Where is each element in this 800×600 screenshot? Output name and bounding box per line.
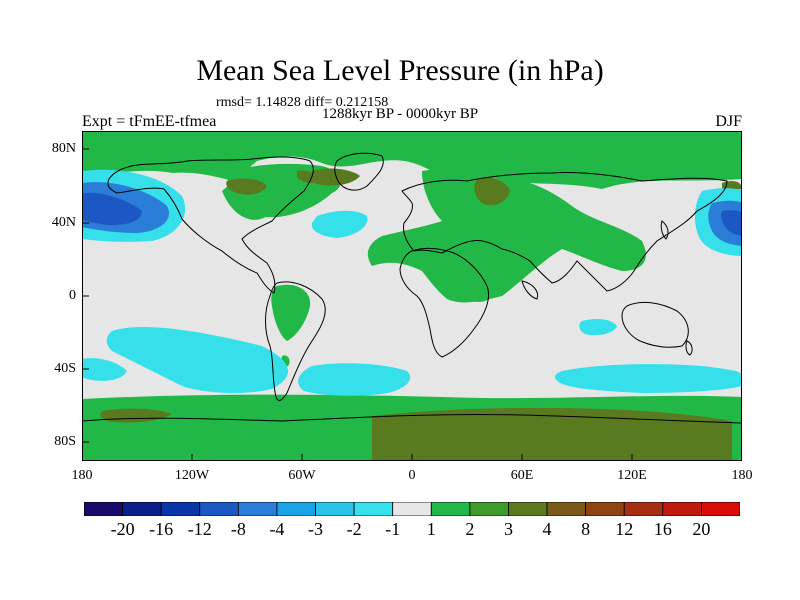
colorbar-swatch bbox=[546, 502, 587, 516]
lon-label: 180 bbox=[731, 468, 753, 483]
lat-label: 80S bbox=[54, 434, 76, 449]
colorbar-swatch bbox=[701, 502, 740, 516]
colorbar-label: 1 bbox=[426, 519, 436, 539]
colorbar-swatch bbox=[160, 502, 201, 516]
colorbar-label: 12 bbox=[615, 519, 634, 539]
colorbar-swatch bbox=[662, 502, 702, 516]
colorbar-swatch bbox=[430, 502, 471, 516]
colorbar-label: -1 bbox=[385, 519, 401, 539]
colorbar-label: 20 bbox=[692, 519, 711, 539]
colorbar-swatch bbox=[585, 502, 625, 516]
lat-label: 80N bbox=[51, 141, 76, 156]
map-title: Mean Sea Level Pressure (in hPa) bbox=[196, 54, 604, 87]
colorbar-swatch bbox=[353, 502, 394, 516]
negative-anomaly-regions bbox=[82, 169, 742, 396]
axis-ticks bbox=[82, 148, 742, 461]
lon-label: 0 bbox=[408, 468, 416, 483]
lat-label: 0 bbox=[69, 288, 76, 303]
lat-label: 40S bbox=[54, 361, 76, 376]
colorbar-label: -12 bbox=[187, 519, 212, 539]
colorbar-swatch bbox=[392, 502, 432, 516]
lon-label: 180 bbox=[71, 468, 93, 483]
colorbar-label: -4 bbox=[269, 519, 285, 539]
colorbar-swatch bbox=[623, 502, 664, 516]
lat-label: 40N bbox=[51, 215, 76, 230]
stats-text: rmsd= 1.14828 diff= 0.212158 bbox=[216, 95, 389, 110]
season-label: DJF bbox=[715, 113, 742, 130]
colorbar-swatch bbox=[276, 502, 316, 516]
lon-label: 60E bbox=[510, 468, 534, 483]
colorbar-swatch bbox=[237, 502, 278, 516]
coastlines bbox=[82, 152, 742, 424]
colorbar-swatch bbox=[469, 502, 509, 516]
colorbar-label: 16 bbox=[653, 519, 672, 539]
lon-label: 60W bbox=[288, 468, 316, 483]
colorbar bbox=[84, 502, 740, 516]
colorbar-swatch bbox=[508, 502, 548, 516]
colorbar-label: -3 bbox=[308, 519, 324, 539]
lon-label: 120W bbox=[174, 468, 210, 483]
colorbar-label: 4 bbox=[542, 519, 552, 539]
colorbar-swatch bbox=[315, 502, 355, 516]
colorbar-label: 3 bbox=[503, 519, 513, 539]
pressure-map bbox=[82, 131, 742, 461]
colorbar-label: 2 bbox=[465, 519, 475, 539]
colorbar-label: -16 bbox=[149, 519, 174, 539]
lon-label: 120E bbox=[617, 468, 647, 483]
colorbar-label: 8 bbox=[581, 519, 591, 539]
strong-positive-regions bbox=[100, 168, 742, 461]
colorbar-label: -20 bbox=[110, 519, 135, 539]
colorbar-label: -2 bbox=[346, 519, 362, 539]
colorbar-swatch bbox=[199, 502, 239, 516]
experiment-label: Expt = tFmEE-tfmea bbox=[82, 113, 217, 130]
colorbar-label: -8 bbox=[230, 519, 246, 539]
colorbar-swatch bbox=[84, 502, 123, 516]
colorbar-swatch bbox=[122, 502, 162, 516]
period-text: 1288kyr BP - 0000kyr BP bbox=[322, 106, 479, 122]
